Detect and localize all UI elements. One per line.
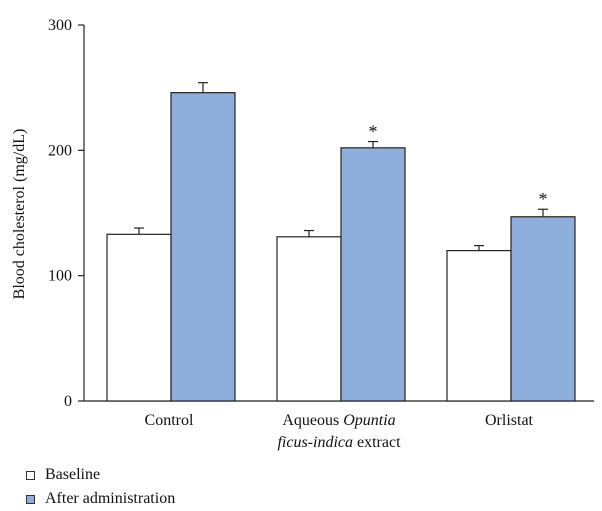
bar-after-2 <box>510 216 576 402</box>
y-tick-label: 0 <box>64 393 72 410</box>
legend-swatch-after <box>26 494 35 504</box>
legend-label-after: After administration <box>45 490 176 507</box>
significance-marker: * <box>369 122 378 142</box>
y-axis-title: Blood cholesterol (mg/dL) <box>11 129 28 300</box>
legend: Baseline After administration <box>26 463 175 511</box>
bar-after-0 <box>170 92 236 402</box>
y-tick-label: 100 <box>48 268 72 285</box>
y-tick-label: 200 <box>48 142 72 159</box>
legend-label-baseline: Baseline <box>45 466 101 483</box>
legend-item-baseline: Baseline <box>26 463 175 487</box>
bar-baseline-1 <box>276 236 342 402</box>
significance-marker: * <box>539 189 548 209</box>
category-label: Orlistat <box>485 412 534 429</box>
category-label-line2: ficus-indica extract <box>277 434 401 451</box>
legend-item-after-administration: After administration <box>26 487 175 511</box>
bar-baseline-2 <box>446 250 512 402</box>
bar-after-1 <box>340 147 406 402</box>
category-label: Control <box>145 412 194 429</box>
y-tick-label: 300 <box>48 17 72 34</box>
legend-swatch-baseline <box>26 470 35 480</box>
bar-baseline-0 <box>106 233 172 402</box>
category-label: Aqueous Opuntia <box>282 412 395 429</box>
